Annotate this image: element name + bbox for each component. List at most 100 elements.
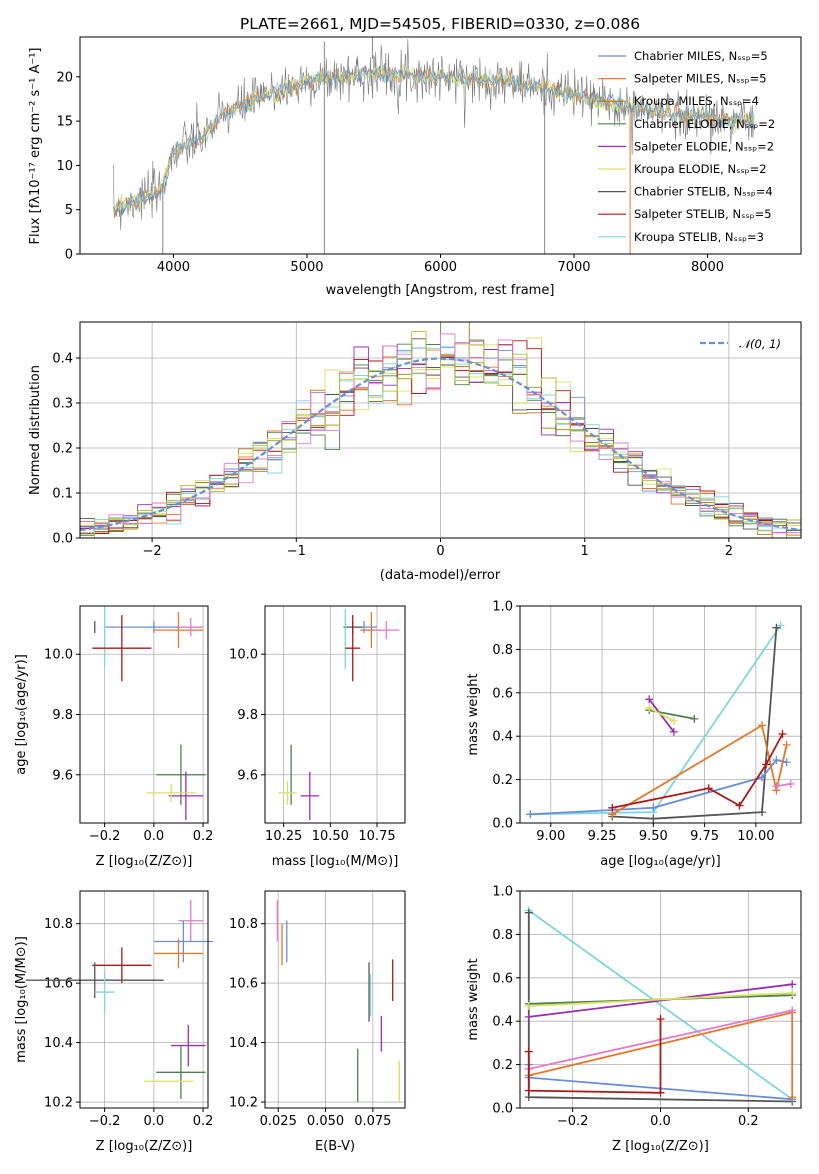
mw-age-point-marker [772,756,781,765]
mw-z-point-marker [788,988,797,997]
spectrum-lines [113,37,755,254]
age-z-ytick-label: 9.6 [52,768,73,783]
residual-ytick-label: 0.4 [52,352,73,367]
spectrum-xtick-label: 7000 [557,260,590,275]
mw-z-point-marker [788,980,797,989]
mw-age-point-marker [772,782,781,791]
mw-z-ticks: −0.2 0.0 0.2 0.0 0.2 0.4 0.6 0.8 1.0 [492,885,758,1130]
residual-xlabel: (data-model)/error [380,568,501,583]
mass-ebv-grid [265,891,405,1108]
mass-ebv-ytick-label: 10.6 [229,977,258,992]
mw-age-ytick-label: 0.2 [492,773,513,788]
age-z-ylabel: age [log₁₀(age/yr)] [14,654,29,775]
mw-z-ytick-label: 0.2 [492,1058,513,1073]
mw-z-series-line [527,1019,662,1094]
mw-z-ytick-label: 0.6 [492,971,513,986]
mass-z-xtick-label: 0.2 [193,1114,214,1129]
mw-age-xtick-label: 9.75 [690,829,719,844]
mw-z-point-marker [788,1093,797,1102]
spectrum-legend-label: Chabrier STELIB, Nₛₛₚ=4 [634,185,773,199]
spectrum-legend-label: Kroupa ELODIE, Nₛₛₚ=2 [634,162,767,176]
mw-z-point-marker [656,1088,665,1097]
mw-z-ytick-label: 0.0 [492,1102,513,1117]
age-mass-ytick-label: 10.0 [229,648,258,663]
age-mass-ticks: 10.25 10.50 10.75 9.6 9.8 10.0 [229,648,396,844]
age-mass-xtick-label: 10.50 [312,829,349,844]
mass-ebv-xtick-label: 0.025 [260,1114,297,1129]
mw-age-point-marker [786,779,795,788]
mass-ebv-ticks: 0.025 0.050 0.075 10.2 10.4 10.6 10.8 [229,917,391,1129]
residual-xtick-label: 2 [725,544,733,559]
massweight-vs-age-panel: 9.00 9.25 9.50 9.75 10.00 0.0 0.2 0.4 0.6 0.8 1.0 a… [466,600,802,869]
age-z-axes-frame [79,605,209,824]
mw-z-point-marker [524,1002,533,1011]
age-z-ytick-label: 10.0 [44,648,73,663]
mw-z-point-marker [524,1086,533,1095]
age-z-grid [80,606,208,823]
age-mass-xtick-label: 10.25 [265,829,302,844]
mw-z-series-line [528,983,793,1018]
mw-z-axes-frame [519,890,802,1109]
mass-ebv-ytick-label: 10.4 [229,1036,258,1051]
residual-xtick-label: 0 [436,544,444,559]
mw-age-ytick-label: 0.8 [492,643,513,658]
mw-age-point-marker [782,758,791,767]
mass-ebv-xtick-label: 0.075 [354,1114,391,1129]
mw-age-point-marker [704,784,713,793]
mw-age-axes-frame [519,605,802,824]
age-mass-ytick-label: 9.8 [237,708,258,723]
spectrum-legend-label: Kroupa STELIB, Nₛₛₚ=3 [634,230,764,244]
mw-z-series-line [528,909,793,1101]
age-z-xtick-label: 0.0 [144,829,165,844]
mw-age-series-line [611,723,788,816]
mass-z-ytick-label: 10.6 [44,977,73,992]
mw-z-point-marker [524,1047,533,1056]
spectrum-xlabel: wavelength [Angstrom, rest frame] [326,283,555,298]
mw-z-point-marker [788,1006,797,1015]
mass-ebv-ytick-label: 10.2 [229,1096,258,1111]
mw-age-point-marker [758,808,767,817]
mw-age-ytick-label: 0.6 [492,686,513,701]
mass-z-xtick-label: −0.2 [89,1114,121,1129]
mw-age-point-marker [735,801,744,810]
residual-ylabel: Normed distribution [28,365,43,495]
mw-z-ylabel: mass weight [466,958,481,1040]
spectrum-ylabel: Flux [fλ10⁻¹⁷ erg cm⁻² s⁻¹ A⁻¹] [28,48,43,245]
mw-age-ytick-label: 1.0 [492,600,513,615]
residual-hists [80,322,801,538]
mass-z-xtick-label: 0.0 [144,1114,165,1129]
spectrum-xtick-label: 6000 [424,260,457,275]
normal-legend-label: 𝒩(0, 1) [739,337,781,351]
age-z-marks [92,606,206,820]
mw-z-xlabel: Z [log₁₀(Z/Z⊙)] [612,1139,709,1154]
residual-xtick-label: −1 [287,544,306,559]
age-mass-marks [278,609,400,820]
residual-ytick-label: 0.1 [52,487,73,502]
mw-z-ytick-label: 1.0 [492,885,513,900]
age-mass-grid [265,606,405,823]
spectrum-legend-label: Chabrier MILES, Nₛₛₚ=5 [634,49,768,63]
normal-curve-line [80,357,801,532]
mass-z-axes-frame [79,890,209,1109]
spectrum-legend-label: Salpeter MILES, Nₛₛₚ=5 [634,72,767,86]
mass-ebv-xtick-label: 0.050 [307,1114,344,1129]
residual-panel: −2 −1 0 1 2 0.0 0.1 0.2 0.3 0.4 (data-model)/erro… [28,321,802,583]
mw-age-point-marker [526,810,535,819]
mw-age-xtick-label: 9.25 [588,829,617,844]
age-mass-xtick-label: 10.75 [358,829,395,844]
mw-z-xtick-label: 0.2 [738,1114,759,1129]
mw-z-marks [524,906,797,1106]
mw-age-point-marker [758,773,767,782]
mw-z-point-marker [524,1012,533,1021]
mass-z-ylabel: mass [log₁₀(M/M⊙)] [14,936,29,1063]
mw-age-point-marker [608,803,617,812]
mw-age-xtick-label: 9.00 [536,829,565,844]
mw-z-point-marker [524,908,533,917]
mw-age-marks [526,621,795,823]
age-vs-metallicity-panel: −0.2 0.0 0.2 9.6 9.8 10.0 Z [log₁₀(Z/Z⊙)] age [… [14,605,213,869]
mw-z-point-marker [656,1015,665,1024]
spectrum-model-line [113,63,755,213]
spectrum-legend-label: Chabrier ELODIE, Nₛₛₚ=2 [634,117,775,131]
spectrum-data-line [113,39,755,231]
